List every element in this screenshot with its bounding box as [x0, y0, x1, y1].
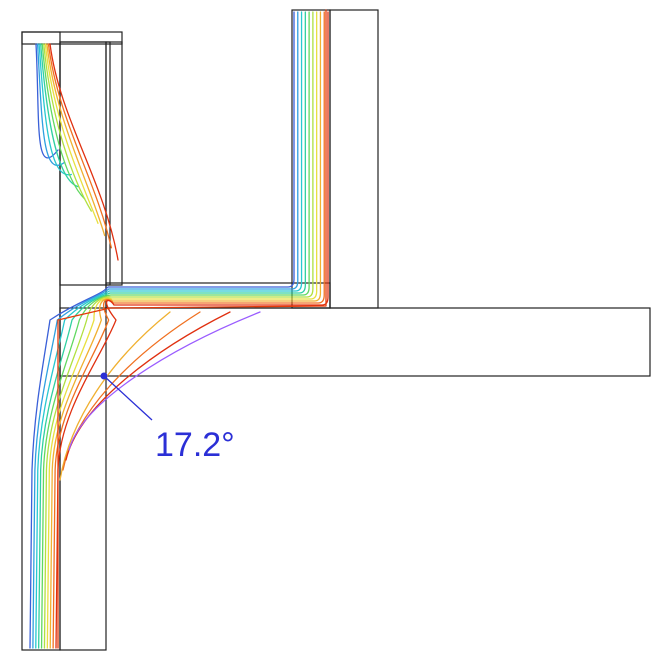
isotherm-line: [40, 43, 79, 188]
isotherm-line: [46, 43, 106, 237]
isotherm-line: [59, 311, 171, 481]
isotherm-line: [40, 11, 310, 649]
isotherm-lines: [29, 9, 329, 649]
temperature-annotation: 17.2°: [100, 372, 235, 464]
isotherm-line: [35, 11, 303, 649]
measurement-point-marker: [100, 372, 108, 380]
isotherm-line: [68, 311, 261, 451]
left-parapet-leaf: [59, 41, 111, 286]
isotherm-line: [35, 43, 59, 159]
isotherm-line: [49, 43, 119, 261]
isotherm-line: [43, 43, 92, 212]
surface-temperature-label: 17.2°: [155, 426, 235, 464]
isotherm-line: [44, 43, 99, 224]
left-wall-inner-leaf: [59, 41, 107, 651]
isotherm-line: [36, 43, 66, 166]
isotherm-line: [41, 43, 86, 200]
isotherm-line: [47, 43, 112, 249]
isotherm-line: [32, 11, 299, 649]
isotherm-line: [38, 11, 306, 649]
isotherm-line: [43, 11, 314, 649]
right-wall-leaf: [329, 9, 379, 309]
isotherm-line: [29, 11, 295, 649]
interior-surface-isotherm: [57, 9, 327, 649]
floor-slab: [59, 307, 651, 377]
right-channel-insulation: [291, 9, 331, 309]
isotherm-line: [46, 11, 318, 649]
isotherm-line: [55, 11, 329, 649]
insulation-layers: [21, 9, 331, 651]
isotherm-line: [49, 11, 322, 649]
parapet-cap-insulation: [21, 31, 123, 45]
isotherm-line: [52, 11, 325, 649]
parapet-inner-insulation: [105, 41, 123, 286]
annotation-leader-line: [103, 375, 153, 421]
